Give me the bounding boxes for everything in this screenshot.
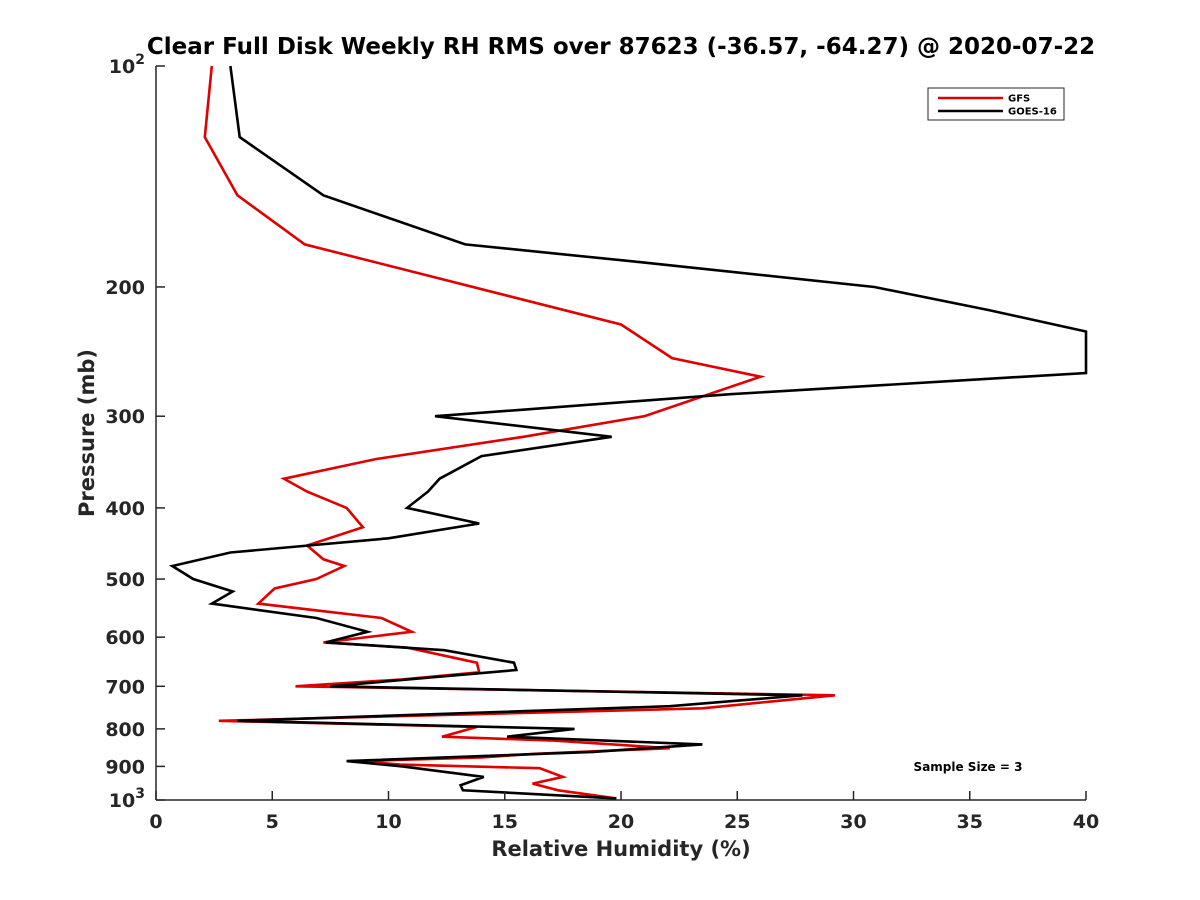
legend-label-goes-16: GOES-16 — [1008, 107, 1057, 118]
x-tick-label: 10 — [375, 811, 401, 833]
series-line-goes-16 — [168, 65, 1088, 800]
plot-area: 0 5 10 15 20 25 30 35 40 102 200 300 400 500 600 700 80… — [105, 52, 1099, 833]
legend: GFS GOES-16 — [927, 87, 1065, 121]
x-ticks: 0 5 10 15 20 25 30 35 40 — [149, 791, 1099, 833]
legend-box — [927, 87, 1065, 121]
x-tick-label: 20 — [608, 811, 634, 833]
y-tick-label: 300 — [105, 406, 145, 428]
x-tick-label: 30 — [840, 811, 866, 833]
sample-size-annotation: Sample Size = 3 — [914, 760, 1023, 774]
y-tick-label: 400 — [105, 498, 145, 520]
x-tick-label: 35 — [957, 811, 983, 833]
y-tick-label: 900 — [105, 756, 145, 778]
series-line-gfs — [203, 65, 836, 800]
y-tick-label: 500 — [105, 569, 145, 591]
y-tick-label: 102 — [109, 52, 145, 78]
x-tick-label: 15 — [492, 811, 518, 833]
y-tick-label: 800 — [105, 719, 145, 741]
y-ticks: 102 200 300 400 500 600 700 800 900 103 — [105, 52, 165, 812]
x-tick-label: 40 — [1073, 811, 1099, 833]
y-axis-label: Pressure (mb) — [75, 349, 99, 517]
y-tick-label: 200 — [105, 277, 145, 299]
y-tick-label: 600 — [105, 627, 145, 649]
series-group — [168, 65, 1088, 800]
x-tick-label: 0 — [149, 811, 162, 833]
x-tick-label: 5 — [266, 811, 279, 833]
chart-title: Clear Full Disk Weekly RH RMS over 87623… — [147, 34, 1095, 60]
y-tick-label: 103 — [109, 786, 145, 812]
x-axis-label: Relative Humidity (%) — [491, 837, 750, 861]
y-tick-label: 700 — [105, 676, 145, 698]
x-tick-label: 25 — [724, 811, 750, 833]
legend-label-gfs: GFS — [1008, 94, 1030, 105]
